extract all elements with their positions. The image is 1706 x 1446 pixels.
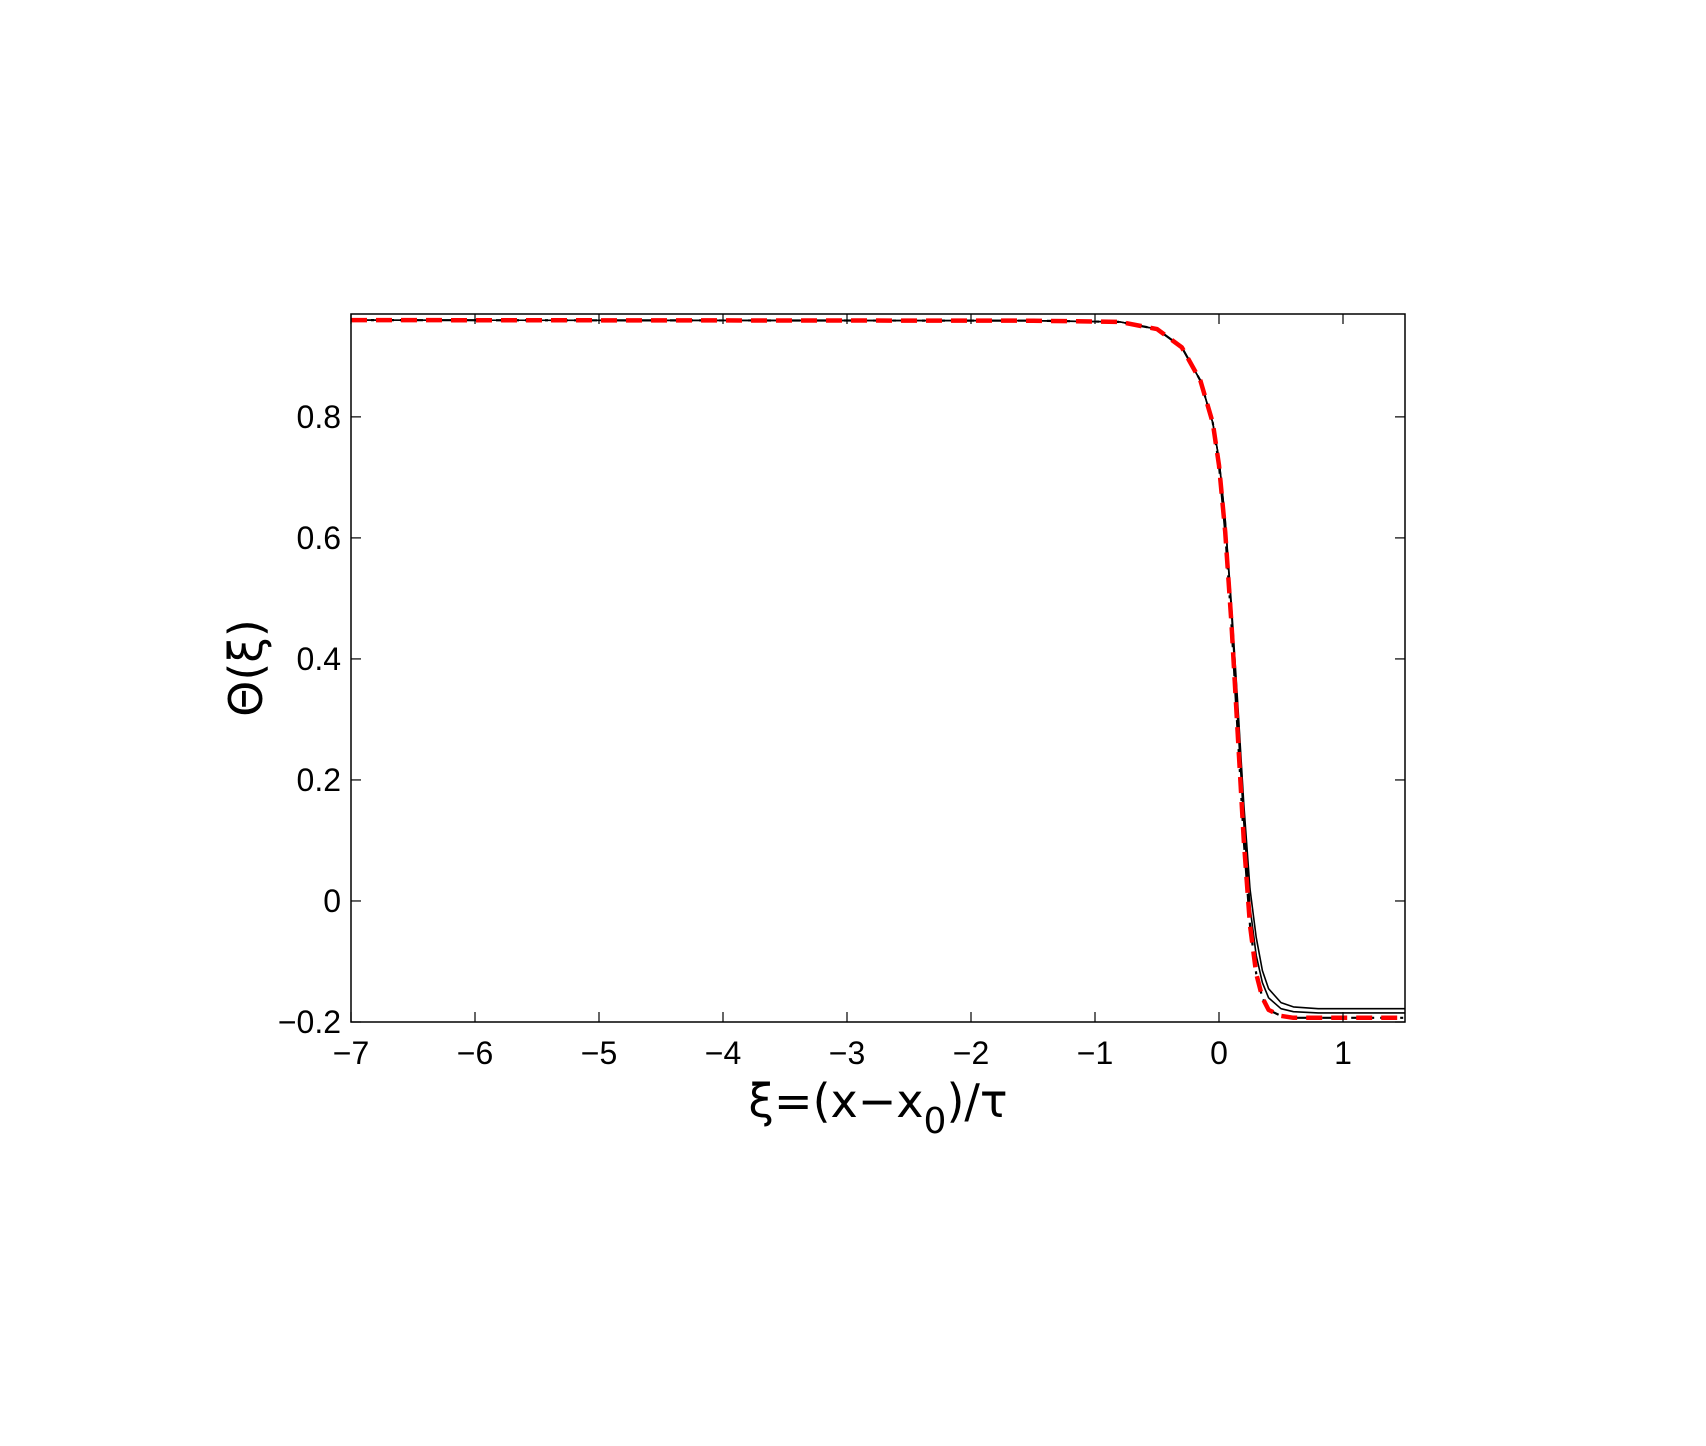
x-tick-label: 0 <box>1210 1035 1228 1071</box>
x-axis-title-tail: )/τ <box>946 1074 1007 1128</box>
x-tick-label: 1 <box>1334 1035 1352 1071</box>
x-tick-label: −6 <box>457 1035 493 1071</box>
x-axis-title-subscript: 0 <box>924 1101 947 1142</box>
y-tick-label: 0.2 <box>297 762 341 798</box>
series-layer <box>350 317 1405 1021</box>
x-tick-label: −7 <box>333 1035 369 1071</box>
y-tick-label: 0.4 <box>297 641 341 677</box>
y-tick-label: 0 <box>323 883 341 919</box>
x-tick-label: −2 <box>953 1035 989 1071</box>
x-tick-label: −1 <box>1077 1035 1113 1071</box>
plot-frame <box>350 313 1406 1023</box>
tick-labels: −7 −6 −5 −4 −3 −2 −1 0 1 −0.2 0 0.2 0.4 0.6 0.8 <box>278 399 1352 1071</box>
x-tick-label: −3 <box>829 1035 865 1071</box>
x-axis-title: ξ=(x−x0)/τ <box>748 1074 1007 1142</box>
y-tick-label: 0.8 <box>297 399 341 435</box>
x-tick-label: −5 <box>581 1035 617 1071</box>
x-tick-label: −4 <box>705 1035 741 1071</box>
plot-background <box>351 314 1405 1022</box>
y-axis-title: Θ(ξ) <box>219 619 273 717</box>
y-tick-label: 0.6 <box>297 520 341 556</box>
x-axis-title-main: ξ=(x−x <box>748 1074 923 1128</box>
y-tick-label: −0.2 <box>278 1004 341 1040</box>
series-line-4 <box>350 317 1405 1021</box>
